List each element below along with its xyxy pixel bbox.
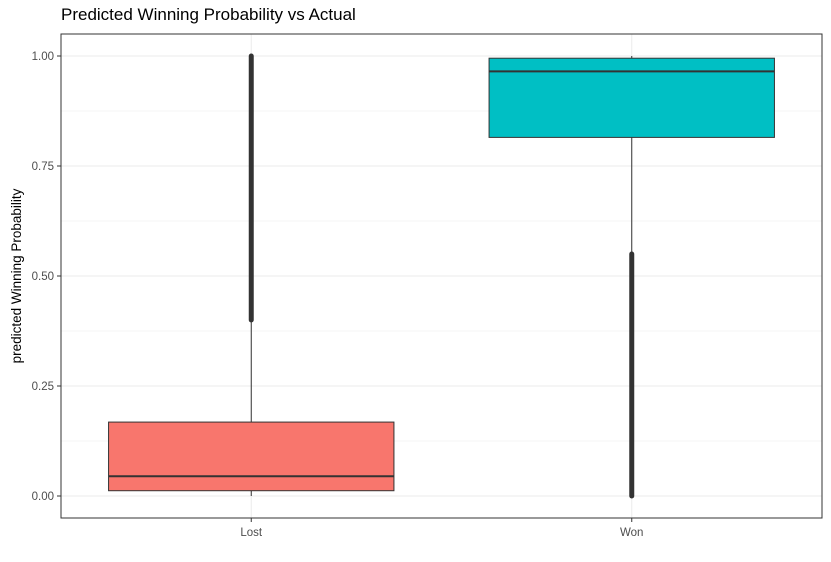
boxes [108,53,775,499]
y-tick-label: 0.75 [32,161,54,173]
box-lost [108,53,395,496]
axes: 0.00 0.25 0.50 0.75 1.00 Lost Won [32,51,644,539]
x-tick-label: Lost [240,527,263,539]
chart-title: Predicted Winning Probability vs Actual [61,5,356,24]
box-body [108,421,395,492]
box-body [488,57,775,138]
y-tick-label: 1.00 [32,51,54,63]
y-axis-title: predicted Winning Probability [9,188,24,363]
box-won [488,56,775,499]
y-tick-label: 0.25 [32,381,54,393]
y-tick-label: 0.00 [32,491,54,503]
y-tick-label: 0.50 [32,271,54,283]
x-tick-label: Won [620,527,643,539]
